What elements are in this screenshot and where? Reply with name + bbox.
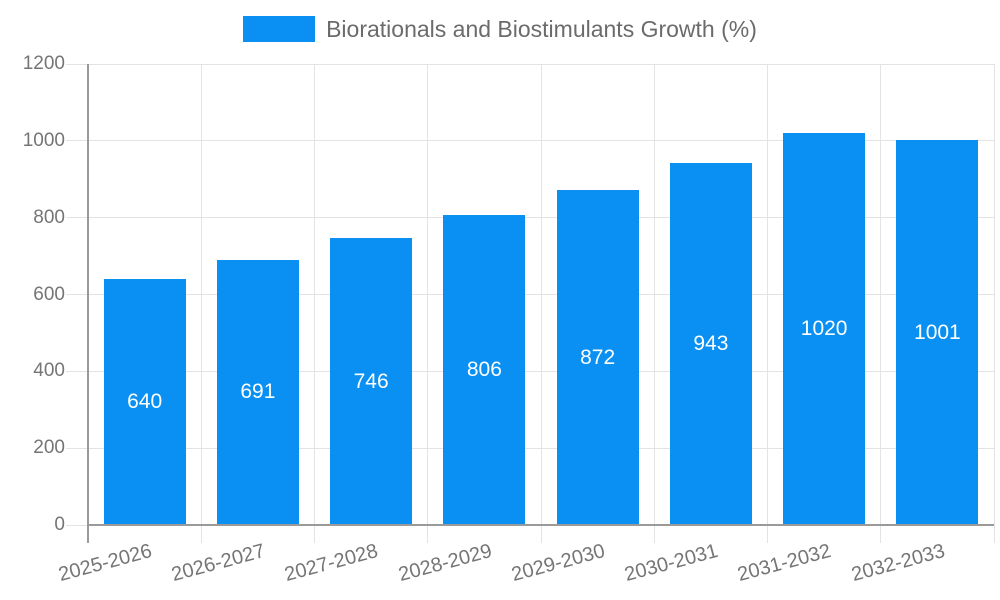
gridline-vertical xyxy=(427,64,429,525)
chart-legend[interactable]: Biorationals and Biostimulants Growth (%… xyxy=(0,16,1000,42)
legend-label: Biorationals and Biostimulants Growth (%… xyxy=(326,16,757,42)
bar xyxy=(443,215,526,525)
x-tick-mark xyxy=(540,525,542,543)
bar xyxy=(783,133,866,525)
x-tick-mark xyxy=(653,525,655,543)
gridline-horizontal xyxy=(66,140,994,142)
bar-value-label: 746 xyxy=(353,369,389,393)
gridline-horizontal xyxy=(66,370,994,372)
bar xyxy=(216,259,299,525)
bar xyxy=(330,238,413,525)
x-tick-mark xyxy=(880,525,882,543)
bar xyxy=(556,190,639,525)
gridline-horizontal xyxy=(66,294,994,295)
bar-value-label: 943 xyxy=(693,331,729,355)
y-tick-label: 0 xyxy=(54,514,65,535)
x-tick-mark xyxy=(314,525,315,543)
gridline-horizontal xyxy=(66,217,994,219)
gridline-vertical xyxy=(993,64,995,525)
bar-value-label: 640 xyxy=(127,390,163,414)
bar-value-label: 691 xyxy=(240,380,276,404)
y-tick-label: 1000 xyxy=(22,129,65,151)
y-tick-label: 800 xyxy=(33,206,65,228)
x-tick-mark xyxy=(767,525,768,543)
gridline-vertical xyxy=(767,64,768,525)
x-tick-mark xyxy=(200,525,202,543)
y-axis-line xyxy=(87,64,89,543)
gridline-vertical xyxy=(200,64,202,525)
y-tick-label: 1200 xyxy=(22,53,65,74)
x-tick-label: 2028-2029 xyxy=(395,540,495,587)
bar-value-label: 872 xyxy=(580,345,616,369)
x-tick-label: 2026-2027 xyxy=(169,540,268,587)
gridline-horizontal xyxy=(66,447,994,449)
y-tick-label: 400 xyxy=(33,360,65,382)
legend-swatch xyxy=(243,16,316,42)
x-tick-label: 2029-2030 xyxy=(509,540,608,587)
y-tick-label: 600 xyxy=(33,283,65,305)
x-axis-line xyxy=(88,524,994,526)
bar-value-label: 1001 xyxy=(914,320,961,344)
bar xyxy=(896,140,979,525)
gridline-vertical xyxy=(653,64,655,525)
x-tick-label: 2031-2032 xyxy=(735,540,834,587)
gridline-vertical xyxy=(540,64,542,525)
x-tick-label: 2025-2026 xyxy=(56,540,155,587)
gridline-vertical xyxy=(880,64,882,525)
gridline-horizontal xyxy=(66,63,994,65)
bar xyxy=(103,279,186,525)
x-tick-label: 2030-2031 xyxy=(622,540,721,587)
x-tick-label: 2032-2033 xyxy=(848,540,948,587)
y-tick-label: 200 xyxy=(33,437,65,459)
gridline-vertical xyxy=(314,64,315,525)
bar-value-label: 806 xyxy=(466,358,502,382)
x-tick-mark xyxy=(427,525,429,543)
x-tick-mark xyxy=(993,525,995,543)
bar-value-label: 1020 xyxy=(800,317,848,341)
bar xyxy=(669,162,752,525)
x-tick-label: 2027-2028 xyxy=(282,540,381,587)
